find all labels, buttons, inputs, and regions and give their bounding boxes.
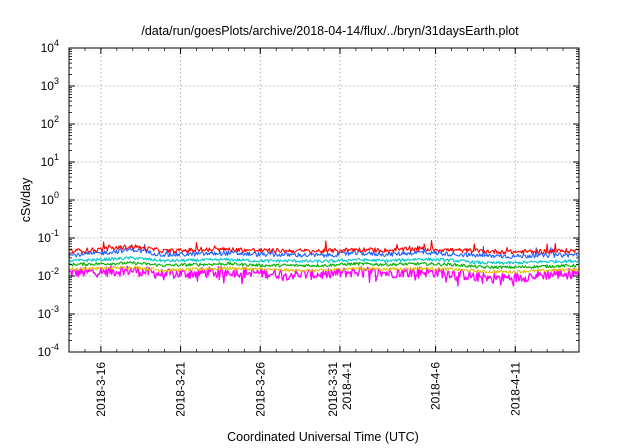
x-ticks: 2018-3-16 2018-3-21 2018-3-26 2018-3-31 2018… xyxy=(68,48,580,417)
y-tick-label: 10-4 xyxy=(38,342,59,359)
x-tick-label: 2018-3-31 xyxy=(326,362,340,417)
y-tick-label: 104 xyxy=(41,38,59,55)
y-ticks: 10-4 10-3 10-2 10-1 100 101 102 103 104 xyxy=(38,38,579,359)
y-tick-label: 103 xyxy=(41,76,59,93)
x-tick-label: 2018-3-26 xyxy=(253,362,267,417)
x-axis-label: Coordinated Universal Time (UTC) xyxy=(227,430,419,444)
x-tick-label: 2018-4-6 xyxy=(429,362,443,410)
grid xyxy=(69,48,579,352)
x-tick-label: 2018-4-1 xyxy=(340,362,354,410)
series-line xyxy=(68,265,579,287)
chart-title: /data/run/goesPlots/archive/2018-04-14/f… xyxy=(141,24,519,38)
x-tick-label: 2018-4-11 xyxy=(508,362,522,416)
series-line xyxy=(68,261,579,270)
series-line xyxy=(68,243,579,259)
series-line xyxy=(68,255,579,265)
y-tick-label: 100 xyxy=(41,190,59,207)
series-line xyxy=(68,239,579,255)
y-tick-label: 10-1 xyxy=(38,228,59,245)
x-tick-label: 2018-3-16 xyxy=(94,362,108,417)
y-tick-label: 10-3 xyxy=(38,304,59,321)
y-tick-label: 10-2 xyxy=(38,266,59,283)
x-tick-label: 2018-3-21 xyxy=(174,362,188,417)
series-group xyxy=(68,239,579,287)
series-line xyxy=(68,265,579,274)
y-axis-label: cSv/day xyxy=(19,177,33,222)
y-tick-label: 102 xyxy=(41,114,59,131)
y-tick-label: 101 xyxy=(41,152,59,169)
